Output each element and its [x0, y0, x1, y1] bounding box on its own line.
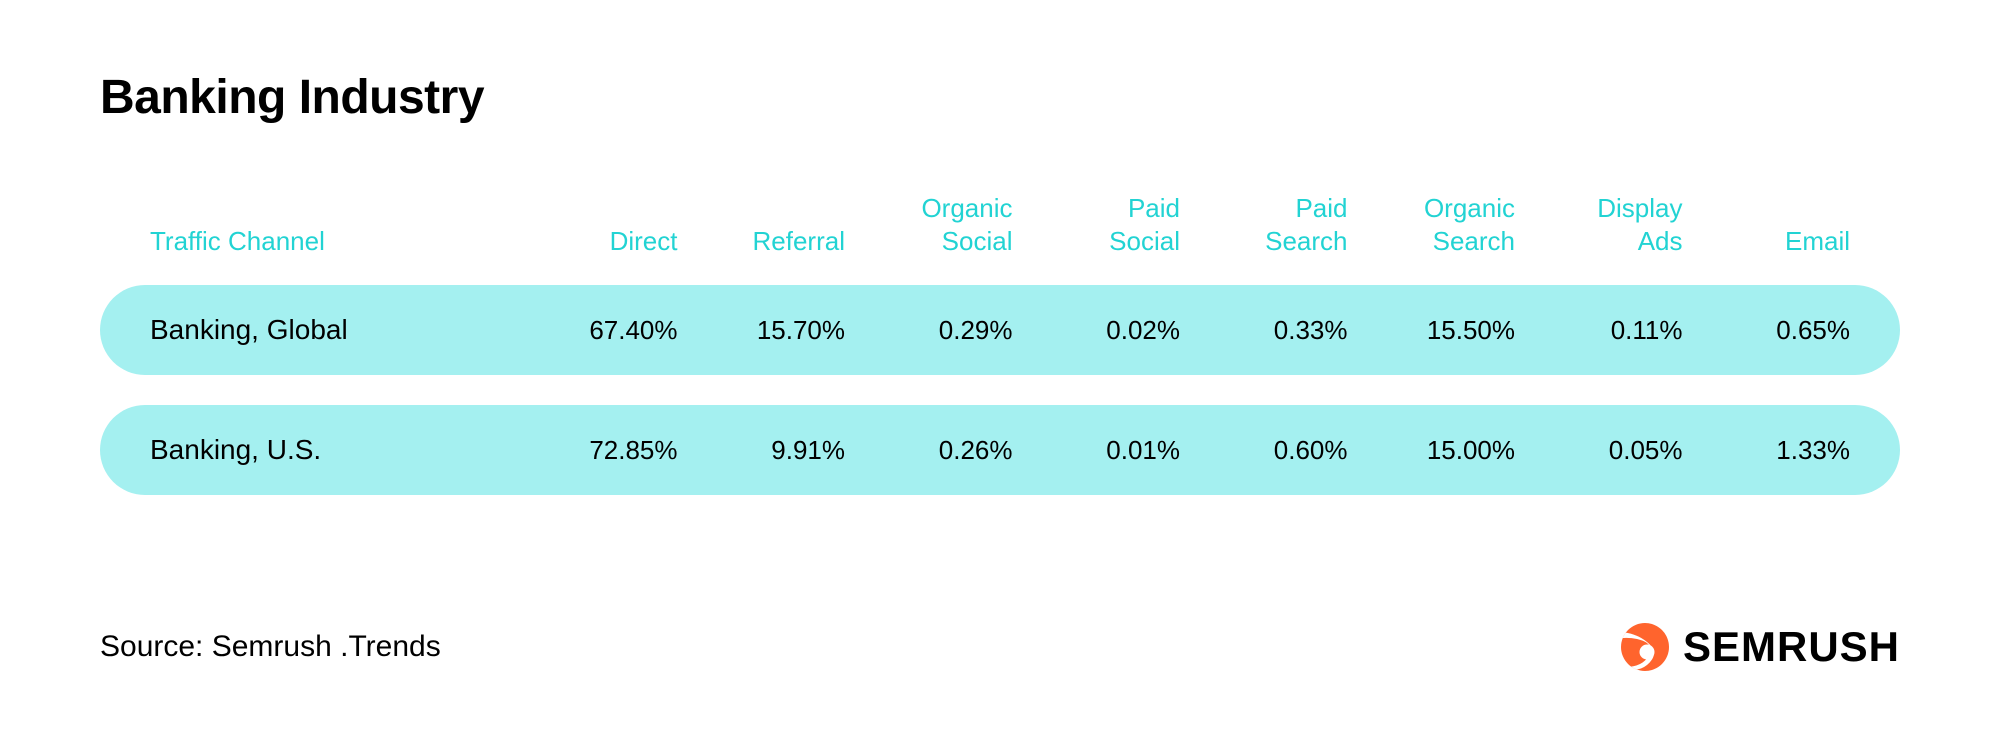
row-value: 0.01% [1013, 435, 1181, 466]
table-header-cell: Traffic Channel [150, 225, 510, 258]
row-value: 0.33% [1180, 315, 1348, 346]
row-value: 1.33% [1683, 435, 1851, 466]
row-value: 0.60% [1180, 435, 1348, 466]
page-title: Banking Industry [100, 70, 1900, 125]
row-value: 0.26% [845, 435, 1013, 466]
table-row: Banking, U.S.72.85%9.91%0.26%0.01%0.60%1… [100, 405, 1900, 495]
table-header-cell: Display Ads [1515, 192, 1683, 257]
row-value: 9.91% [678, 435, 846, 466]
table-row: Banking, Global67.40%15.70%0.29%0.02%0.3… [100, 285, 1900, 375]
row-value: 0.65% [1683, 315, 1851, 346]
semrush-fireball-icon [1613, 619, 1669, 675]
table-header-cell: Organic Search [1348, 192, 1516, 257]
semrush-logo: SEMRUSH [1613, 619, 1900, 675]
semrush-logo-text: SEMRUSH [1683, 623, 1900, 671]
row-value: 0.11% [1515, 315, 1683, 346]
table-header-cell: Organic Social [845, 192, 1013, 257]
row-value: 15.50% [1348, 315, 1516, 346]
table-header-cell: Direct [510, 225, 678, 258]
table-header-row: Traffic ChannelDirectReferralOrganic Soc… [100, 185, 1900, 257]
traffic-table: Traffic ChannelDirectReferralOrganic Soc… [100, 185, 1900, 495]
row-value: 72.85% [510, 435, 678, 466]
row-value: 67.40% [510, 315, 678, 346]
row-value: 0.29% [845, 315, 1013, 346]
table-header-cell: Paid Social [1013, 192, 1181, 257]
row-value: 0.05% [1515, 435, 1683, 466]
table-header-cell: Paid Search [1180, 192, 1348, 257]
source-text: Source: Semrush .Trends [100, 630, 441, 664]
row-label: Banking, Global [150, 314, 510, 346]
row-label: Banking, U.S. [150, 434, 510, 466]
row-value: 0.02% [1013, 315, 1181, 346]
row-value: 15.00% [1348, 435, 1516, 466]
row-value: 15.70% [678, 315, 846, 346]
table-header-cell: Referral [678, 225, 846, 258]
table-header-cell: Email [1683, 225, 1851, 258]
